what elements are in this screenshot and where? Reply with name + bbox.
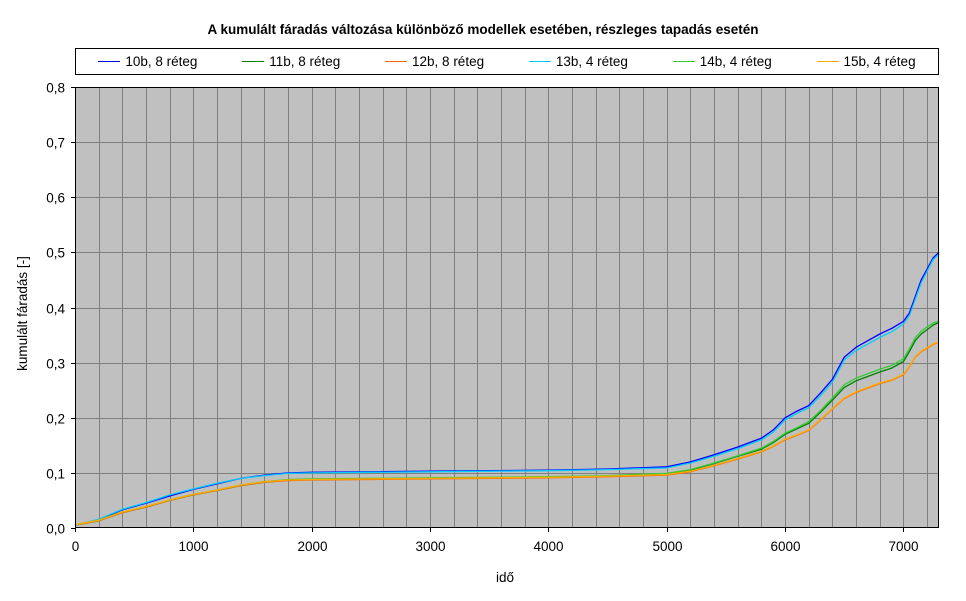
legend-label-14b: 14b, 4 réteg xyxy=(699,54,772,69)
y-axis-title: kumulált fáradás [-] xyxy=(15,256,30,371)
legend-label-13b: 13b, 4 réteg xyxy=(555,54,628,69)
y-tick-label: 0,3 xyxy=(46,357,65,372)
legend-swatch-12b xyxy=(385,61,408,62)
legend-swatch-10b xyxy=(98,61,121,62)
x-tick-label: 2000 xyxy=(297,539,327,554)
plot-area xyxy=(75,87,939,528)
legend-item-11b: 11b, 8 réteg xyxy=(242,54,340,69)
legend-item-13b: 13b, 4 réteg xyxy=(528,54,628,69)
legend-swatch-11b xyxy=(242,61,265,62)
series-line-4 xyxy=(74,253,940,526)
legend-item-12b: 12b, 8 réteg xyxy=(385,54,484,69)
y-tick-label: 0,1 xyxy=(46,467,65,482)
x-tick-label: 5000 xyxy=(652,539,682,554)
y-tick-label: 0,7 xyxy=(46,136,65,151)
y-tick-label: 0,5 xyxy=(46,246,65,261)
x-tick-label: 0 xyxy=(72,539,80,554)
legend-swatch-14b xyxy=(672,61,695,62)
x-tick-label: 3000 xyxy=(415,539,445,554)
legend-label-10b: 10b, 8 réteg xyxy=(125,54,198,69)
legend-swatch-15b xyxy=(816,61,839,62)
legend-item-15b: 15b, 4 réteg xyxy=(816,54,916,69)
y-tick-label: 0,8 xyxy=(46,81,65,96)
grid-lines xyxy=(75,87,939,528)
x-axis-title: idő xyxy=(496,570,514,585)
legend-label-11b: 11b, 8 réteg xyxy=(269,54,341,69)
y-tick-label: 0,6 xyxy=(46,191,65,206)
series-lines xyxy=(74,251,940,526)
legend-item-14b: 14b, 4 réteg xyxy=(672,54,772,69)
series-line-6 xyxy=(74,341,940,526)
chart-legend: 10b, 8 réteg 11b, 8 réteg 12b, 8 réteg 1… xyxy=(75,48,939,75)
legend-label-12b: 12b, 8 réteg xyxy=(412,54,485,69)
legend-item-10b: 10b, 8 réteg xyxy=(98,54,197,69)
y-tick-label: 0,0 xyxy=(46,522,65,537)
legend-swatch-13b xyxy=(528,61,551,62)
y-tick-label: 0,4 xyxy=(46,302,65,317)
axis-ticks: 0,0 0,1 0,2 0,3 0,4 0,5 0,6 0,7 0,8 0 1000 2000 3000… xyxy=(46,81,918,555)
legend-label-15b: 15b, 4 réteg xyxy=(843,54,916,69)
x-tick-label: 6000 xyxy=(770,539,800,554)
y-tick-label: 0,2 xyxy=(46,412,65,427)
chart-title: A kumulált fáradás változása különböző m… xyxy=(207,22,759,37)
x-tick-label: 4000 xyxy=(533,539,563,554)
plot-frame xyxy=(75,87,939,528)
x-tick-label: 7000 xyxy=(888,539,918,554)
x-tick-label: 1000 xyxy=(178,539,208,554)
